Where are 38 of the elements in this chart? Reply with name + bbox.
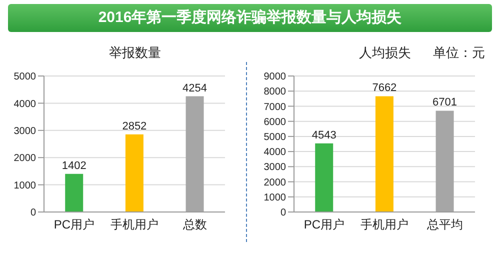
data-label: 7662	[372, 82, 397, 94]
bar	[315, 143, 334, 212]
bar	[186, 96, 204, 212]
bar	[375, 96, 394, 212]
bar	[436, 110, 454, 212]
y-tick-label: 1000	[14, 180, 36, 192]
chart-subtitle: 举报数量	[108, 44, 162, 62]
data-label: 2852	[122, 120, 147, 132]
bar	[65, 174, 84, 212]
x-tick-label: 总数	[182, 218, 207, 232]
y-tick-label: 4000	[14, 98, 36, 110]
y-tick-label: 4000	[264, 147, 286, 158]
chart-title: 人均损失	[359, 45, 411, 60]
y-tick-label: 2000	[264, 177, 286, 188]
x-tick-label: 手机用户	[110, 218, 158, 232]
y-tick-label: 9000	[264, 72, 286, 83]
text: 单位：元	[433, 44, 485, 62]
y-tick-label: 5000	[14, 72, 36, 83]
y-tick-label: 2000	[14, 153, 36, 164]
y-tick-label: 3000	[14, 126, 36, 137]
y-tick-label: 5000	[264, 132, 286, 143]
chart-title: 2016年第一季度网络诈骗举报数量与人均损失	[8, 4, 492, 32]
data-label: 4254	[182, 82, 208, 94]
x-tick-label: PC用户	[54, 218, 95, 232]
x-tick-label: 手机用户	[360, 218, 408, 232]
data-label: 1402	[62, 160, 86, 172]
y-tick-label: 7000	[264, 102, 286, 113]
bar	[125, 134, 144, 212]
y-tick-label: 0	[30, 208, 36, 219]
y-tick-label: 3000	[264, 162, 286, 174]
y-tick-label: 1000	[264, 192, 286, 204]
data-label: 6701	[432, 96, 458, 109]
y-tick-label: 0	[280, 208, 286, 219]
y-tick-label: 8000	[264, 86, 286, 98]
data-label: 4543	[312, 129, 336, 142]
x-tick-label: 总平均	[426, 218, 463, 232]
x-tick-label: PC用户	[304, 218, 345, 232]
y-tick-label: 6000	[264, 116, 286, 128]
